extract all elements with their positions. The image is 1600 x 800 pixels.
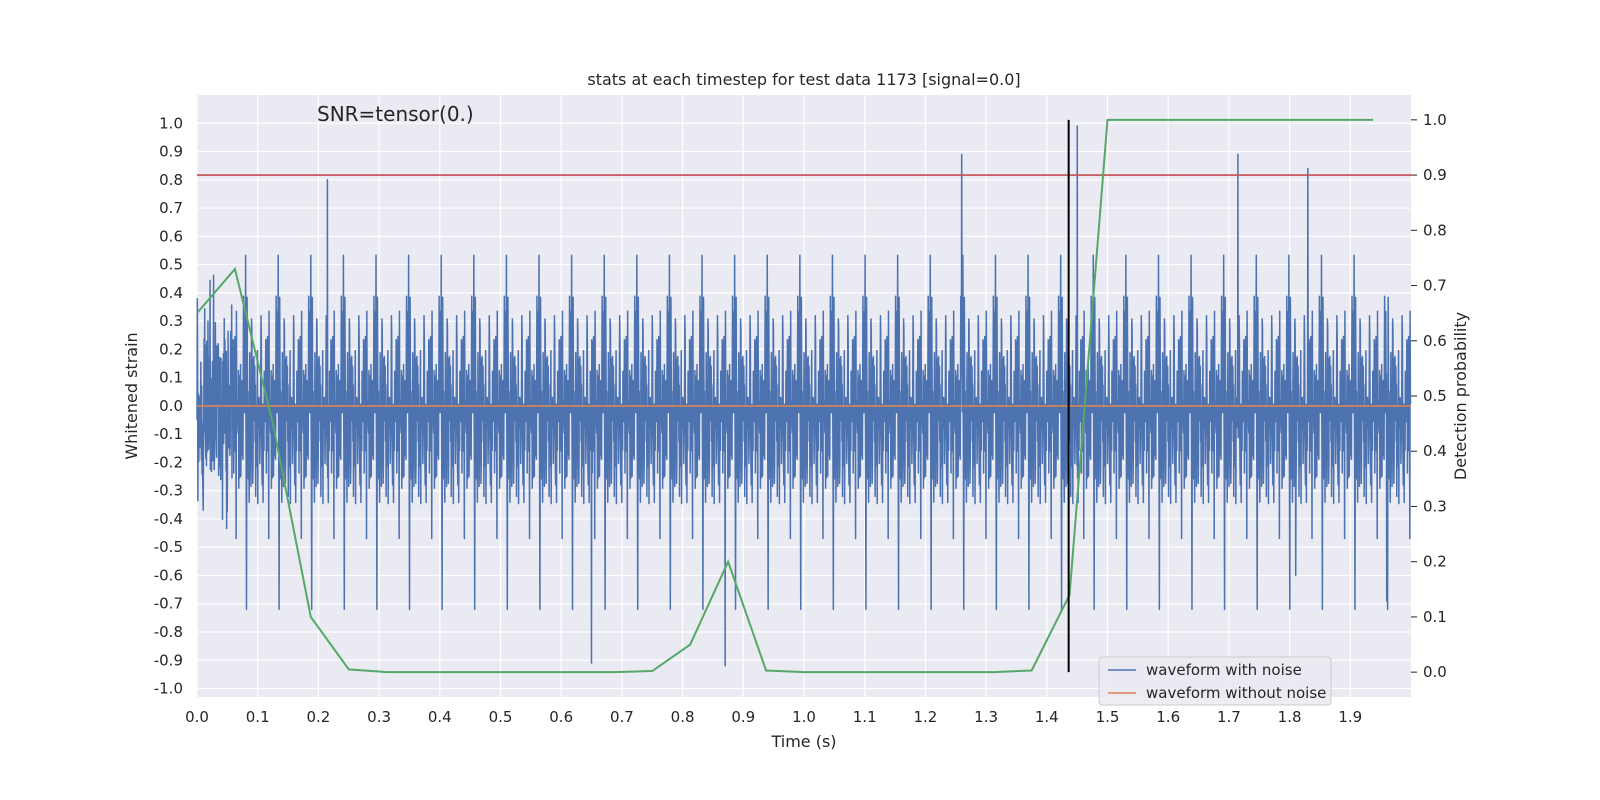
x-tick-label: 1.0 [792, 708, 816, 726]
overlay [196, 118, 1411, 674]
x-tick-label: 1.5 [1096, 708, 1120, 726]
x-tick-label: 1.2 [913, 708, 937, 726]
x-tick-label: 1.3 [974, 708, 998, 726]
y-tick-label: 0.0 [159, 397, 183, 415]
y-tick-label: 0.5 [159, 256, 183, 274]
y2-axis-label: Detection probability [1451, 312, 1470, 480]
series-waveform-with-noise [196, 125, 1412, 667]
y-tick-label: 0.1 [159, 369, 183, 387]
y2-tick-label: 0.5 [1423, 387, 1447, 405]
x-tick-label: 0.0 [185, 708, 209, 726]
legend-label-waveform-with-noise: waveform with noise [1146, 661, 1302, 679]
y-tick-label: 0.7 [159, 199, 183, 217]
y-tick-label: 0.8 [159, 171, 183, 189]
y-tick-label: -0.3 [154, 482, 183, 500]
x-tick-label: 0.4 [428, 708, 452, 726]
x-axis-label: Time (s) [770, 732, 836, 751]
y2-tick-label: 0.7 [1423, 277, 1447, 295]
x-tick-label: 0.9 [731, 708, 755, 726]
x-tick-label: 0.7 [610, 708, 634, 726]
y-tick-label: 0.9 [159, 143, 183, 161]
x-tick-label: 0.2 [306, 708, 330, 726]
snr-annotation: SNR=tensor(0.) [317, 102, 474, 126]
x-tick-label: 1.4 [1035, 708, 1059, 726]
y2-tick-label: 0.8 [1423, 221, 1447, 239]
y2-tick-label: 0.3 [1423, 497, 1447, 515]
y-tick-label: -0.9 [154, 651, 183, 669]
y-tick-label: -0.8 [154, 623, 183, 641]
x-tick-label: 0.8 [671, 708, 695, 726]
x-tick-label: 1.1 [853, 708, 877, 726]
y-tick-label: -1.0 [154, 680, 183, 698]
x-tick-label: 0.1 [246, 708, 270, 726]
tick-labels: 0.0 0.1 0.2 0.3 0.4 0.5 0.6 0.7 0.8 0.9 1.0 1.1 1.2 1… [154, 111, 1447, 726]
x-tick-label: 0.3 [367, 708, 391, 726]
y2-tick-label: 0.9 [1423, 166, 1447, 184]
x-tick-label: 0.6 [549, 708, 573, 726]
legend: waveform with noise waveform without noi… [1098, 656, 1332, 706]
x-tick-label: 1.6 [1156, 708, 1180, 726]
x-tick-label: 1.9 [1338, 708, 1362, 726]
chart-title: stats at each timestep for test data 117… [587, 70, 1020, 89]
y-tick-label: -0.2 [154, 453, 183, 471]
x-tick-label: 1.7 [1217, 708, 1241, 726]
y-tick-label: 0.3 [159, 312, 183, 330]
y2-tick-label: 0.6 [1423, 332, 1447, 350]
y2-tick-label: 0.4 [1423, 442, 1447, 460]
y-axis-label: Whitened strain [122, 332, 141, 459]
y-tick-label: 0.6 [159, 227, 183, 245]
y2-tick-label: 0.1 [1423, 608, 1447, 626]
legend-label-waveform-without-noise: waveform without noise [1146, 684, 1326, 702]
y-tick-label: -0.4 [154, 510, 183, 528]
y-tick-label: -0.6 [154, 566, 183, 584]
legend-box [1098, 656, 1332, 706]
y2-tick-label: 0.2 [1423, 553, 1447, 571]
y-tick-label: 0.2 [159, 340, 183, 358]
x-tick-label: 0.5 [489, 708, 513, 726]
x-tick-label: 1.8 [1278, 708, 1302, 726]
series-line-detection-probability [196, 118, 1374, 674]
y2-tick-label: 1.0 [1423, 111, 1447, 129]
series-line-waveform-with-noise [196, 125, 1412, 667]
y-tick-label: -0.5 [154, 538, 183, 556]
y-tick-label: 0.4 [159, 284, 183, 302]
y-tick-label: -0.7 [154, 595, 183, 613]
y2-tick-label: 0.0 [1423, 663, 1447, 681]
y-tick-label: -0.1 [154, 425, 183, 443]
y-tick-label: 1.0 [159, 114, 183, 132]
